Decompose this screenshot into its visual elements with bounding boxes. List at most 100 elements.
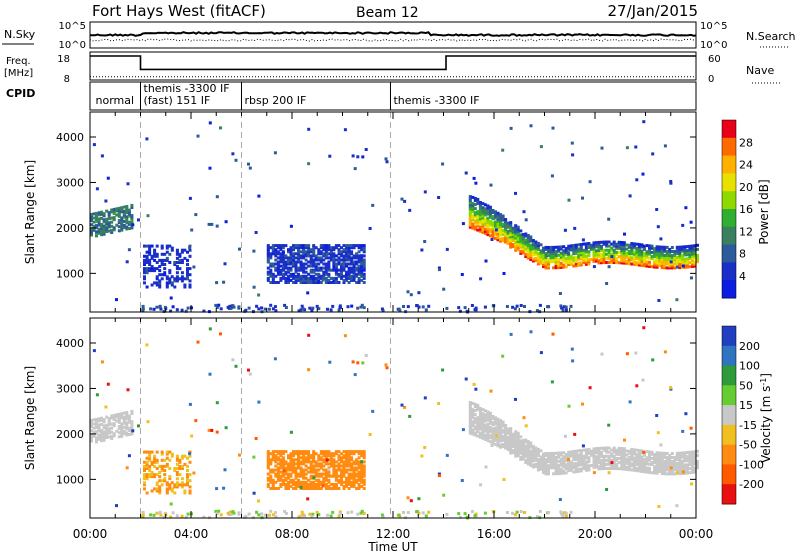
vel-echo-cell-6 xyxy=(90,423,93,427)
vel-echo-cell-1816 xyxy=(400,403,404,407)
power-echo-cell-1256 xyxy=(569,254,573,258)
vel-echo-cell-330 xyxy=(274,472,278,476)
vel-echo-cell-1177 xyxy=(547,458,550,462)
power-echo-cell-712 xyxy=(345,248,348,252)
power-echo-cell-212 xyxy=(163,267,167,271)
vel-echo-cell-1006 xyxy=(506,444,510,447)
vel-echo-cell-1478 xyxy=(632,452,636,456)
power-echo-cell-1195 xyxy=(552,250,556,253)
vel-echo-cell-1869 xyxy=(214,509,218,513)
power-echo-cell-741 xyxy=(350,252,354,256)
vel-echo-cell-359 xyxy=(279,462,283,466)
vel-echo-cell-147 xyxy=(143,464,146,468)
vel-echo-cell-1674 xyxy=(685,463,689,467)
power-echo-cell-290 xyxy=(266,278,270,282)
vel-echo-cell-1908 xyxy=(483,511,487,515)
power-echo-cell-706 xyxy=(345,262,348,266)
power-echo-cell-1172 xyxy=(547,264,550,268)
vel-echo-cell-657 xyxy=(334,464,338,468)
power-echo-cell-1424 xyxy=(620,261,624,265)
vel-echo-cell-956 xyxy=(496,442,500,446)
power-echo-cell-303 xyxy=(266,244,270,248)
power-echo-cell-604 xyxy=(324,256,328,260)
vel-echo-cell-645 xyxy=(332,458,336,462)
power-echo-cell-199 xyxy=(158,269,162,273)
vel-echo-cell-910 xyxy=(486,430,490,434)
vel-colorbar-swatch-7 xyxy=(722,464,736,485)
power-echo-cell-1799 xyxy=(196,134,200,138)
vel-echo-cell-280 xyxy=(186,464,189,468)
power-echo-cell-1937 xyxy=(470,304,474,307)
power-echo-cell-1762 xyxy=(312,270,316,274)
vel-echo-cell-161 xyxy=(148,473,152,477)
vel-echo-cell-640 xyxy=(332,468,336,472)
vel-echo-cell-58 xyxy=(105,423,109,427)
power-echo-cell-947 xyxy=(494,226,497,230)
power-echo-cell-1550 xyxy=(653,249,657,253)
power-echo-cell-1765 xyxy=(208,121,212,125)
vel-echo-cell-778 xyxy=(357,466,361,470)
vel-echo-cell-599 xyxy=(324,476,328,480)
power-echo-cell-974 xyxy=(499,227,502,231)
vel-echo-cell-77 xyxy=(112,424,116,428)
power-echo-cell-130 xyxy=(130,226,134,230)
power-echo-cell-945 xyxy=(494,232,497,236)
vel-echo-cell-539 xyxy=(312,464,316,468)
vel-echo-cell-749 xyxy=(352,476,356,480)
vel-echo-cell-1168 xyxy=(544,458,548,462)
power-echo-cell-1070 xyxy=(519,229,523,233)
vel-echo-cell-1210 xyxy=(557,468,561,471)
vel-echo-cell-1953 xyxy=(141,513,145,517)
power-echo-cell-788 xyxy=(360,270,364,274)
vel-echo-cell-1345 xyxy=(595,451,598,455)
power-echo-cell-1363 xyxy=(600,248,603,252)
power-echo-cell-1310 xyxy=(584,254,588,258)
power-echo-cell-85 xyxy=(115,207,119,211)
vel-echo-cell-696 xyxy=(342,460,346,464)
power-echo-cell-1528 xyxy=(648,264,651,268)
vel-echo-cell-555 xyxy=(314,462,318,466)
vel-echo-cell-920 xyxy=(488,440,492,444)
power-echo-cell-1915 xyxy=(180,308,184,312)
power-echo-cell-1296 xyxy=(579,245,583,248)
power-echo-cell-56 xyxy=(105,221,109,225)
power-echo-cell-675 xyxy=(340,272,343,276)
vel-echo-cell-821 xyxy=(468,419,472,423)
vel-echo-cell-735 xyxy=(350,474,354,478)
vel-echo-cell-306 xyxy=(269,478,273,482)
power-echo-cell-1587 xyxy=(663,260,667,264)
power-echo-cell-840 xyxy=(471,204,475,208)
power-echo-cell-719 xyxy=(347,270,351,274)
power-echo-cell-390 xyxy=(284,244,288,248)
power-echo-cell-317 xyxy=(271,276,275,280)
vel-echo-cell-431 xyxy=(292,450,295,454)
vel-echo-cell-1764 xyxy=(406,496,410,500)
power-echo-cell-1016 xyxy=(509,241,513,245)
power-echo-cell-379 xyxy=(284,281,288,284)
vel-echo-cell-625 xyxy=(329,482,333,486)
vel-echo-cell-911 xyxy=(486,428,490,432)
power-echo-cell-1767 xyxy=(479,277,483,281)
vel-echo-cell-1679 xyxy=(688,471,692,475)
power-echo-cell-1665 xyxy=(683,253,687,257)
vel-echo-cell-627 xyxy=(329,464,333,468)
power-echo-cell-1316 xyxy=(587,262,591,266)
power-echo-cell-1965 xyxy=(202,309,206,313)
power-echo-cell-483 xyxy=(302,262,306,266)
power-echo-cell-1124 xyxy=(534,258,538,262)
power-echo-cell-1364 xyxy=(600,246,603,250)
power-echo-cell-852 xyxy=(473,199,477,202)
vel-echo-cell-1270 xyxy=(574,468,578,472)
power-echo-cell-1140 xyxy=(536,246,540,249)
power-echo-cell-1002 xyxy=(504,220,508,224)
vel-echo-cell-226 xyxy=(168,487,172,491)
vel-echo-cell-501 xyxy=(304,456,308,460)
power-echo-cell-272 xyxy=(183,248,187,252)
vel-echo-cell-1459 xyxy=(627,455,631,459)
power-echo-cell-1974 xyxy=(511,305,515,309)
vel-echo-cell-228 xyxy=(168,483,172,487)
vel-echo-cell-676 xyxy=(340,476,343,480)
vel-echo-cell-1475 xyxy=(632,460,636,464)
power-echo-cell-82 xyxy=(115,223,119,227)
power-echo-cell-832 xyxy=(471,224,475,228)
